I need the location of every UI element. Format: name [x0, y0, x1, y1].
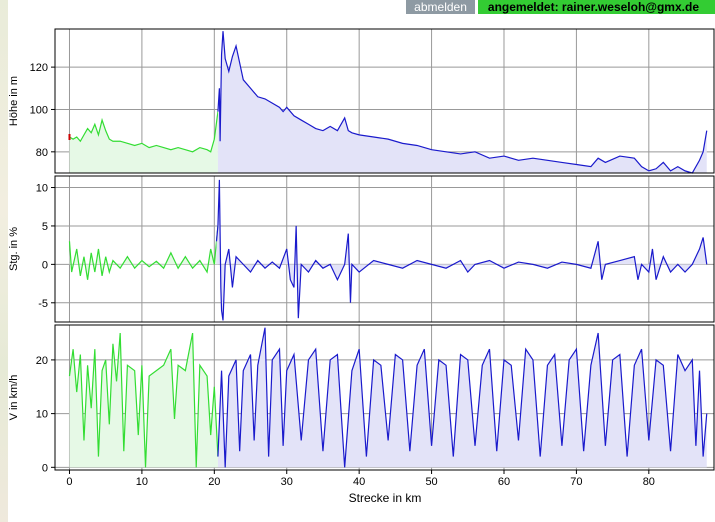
y-tick-label: -5	[38, 298, 48, 310]
x-tick-label: 80	[643, 476, 655, 488]
area-first	[69, 111, 218, 173]
logged-in-user-label: angemeldet: rainer.weseloh@gmx.de	[477, 0, 715, 14]
y-tick-label: 10	[36, 183, 48, 195]
x-tick-label: 30	[281, 476, 293, 488]
y-axis-label: Höhe in m	[8, 76, 20, 126]
start-marker	[68, 134, 71, 140]
x-tick-label: 60	[498, 476, 510, 488]
y-tick-label: 5	[42, 221, 48, 233]
x-axis-label: Strecke in km	[349, 491, 422, 505]
series-line-second	[217, 327, 708, 468]
y-axis-label: V in km/h	[8, 375, 20, 421]
y-tick-label: 20	[36, 355, 48, 367]
series-line-second	[217, 31, 708, 174]
area-second	[216, 179, 707, 321]
x-tick-label: 20	[208, 476, 220, 488]
series-line-first	[69, 111, 219, 153]
area-second	[217, 327, 707, 468]
y-tick-label: 80	[36, 147, 48, 159]
series-line-second	[215, 179, 708, 321]
chart-panels: 80 100 120 Höhe in m -5 0 5 10 Stg. in % 0 10 20 V i…	[8, 28, 715, 474]
x-axis: 0 10 20 30 40 50 60 70 80	[66, 470, 655, 488]
series-line-first	[68, 225, 219, 280]
y-tick-label: 0	[42, 259, 48, 271]
panel-frame	[54, 175, 715, 323]
y-tick-label: 120	[30, 62, 48, 74]
y-axis-label: Stg. in %	[8, 227, 20, 271]
panel-hoehe: 80 100 120 Höhe in m	[8, 28, 715, 174]
map-strip	[0, 0, 8, 522]
panel-geschwindigkeit: 0 10 20 V in km/h	[8, 324, 715, 474]
top-bar: abmelden angemeldet: rainer.weseloh@gmx.…	[406, 0, 715, 14]
area-second	[217, 31, 707, 174]
logout-button[interactable]: abmelden	[406, 0, 475, 14]
x-tick-label: 70	[570, 476, 582, 488]
x-tick-label: 40	[353, 476, 365, 488]
panel-frame	[54, 324, 715, 471]
x-tick-label: 50	[425, 476, 437, 488]
y-tick-label: 10	[36, 409, 48, 421]
panel-frame	[54, 28, 715, 174]
y-tick-label: 0	[42, 462, 48, 474]
area-first	[69, 333, 218, 468]
x-tick-label: 10	[136, 476, 148, 488]
x-tick-label: 0	[66, 476, 72, 488]
y-tick-label: 100	[30, 104, 48, 116]
panel-steigung: -5 0 5 10 Stg. in %	[8, 175, 715, 323]
series-line-first	[68, 332, 219, 468]
